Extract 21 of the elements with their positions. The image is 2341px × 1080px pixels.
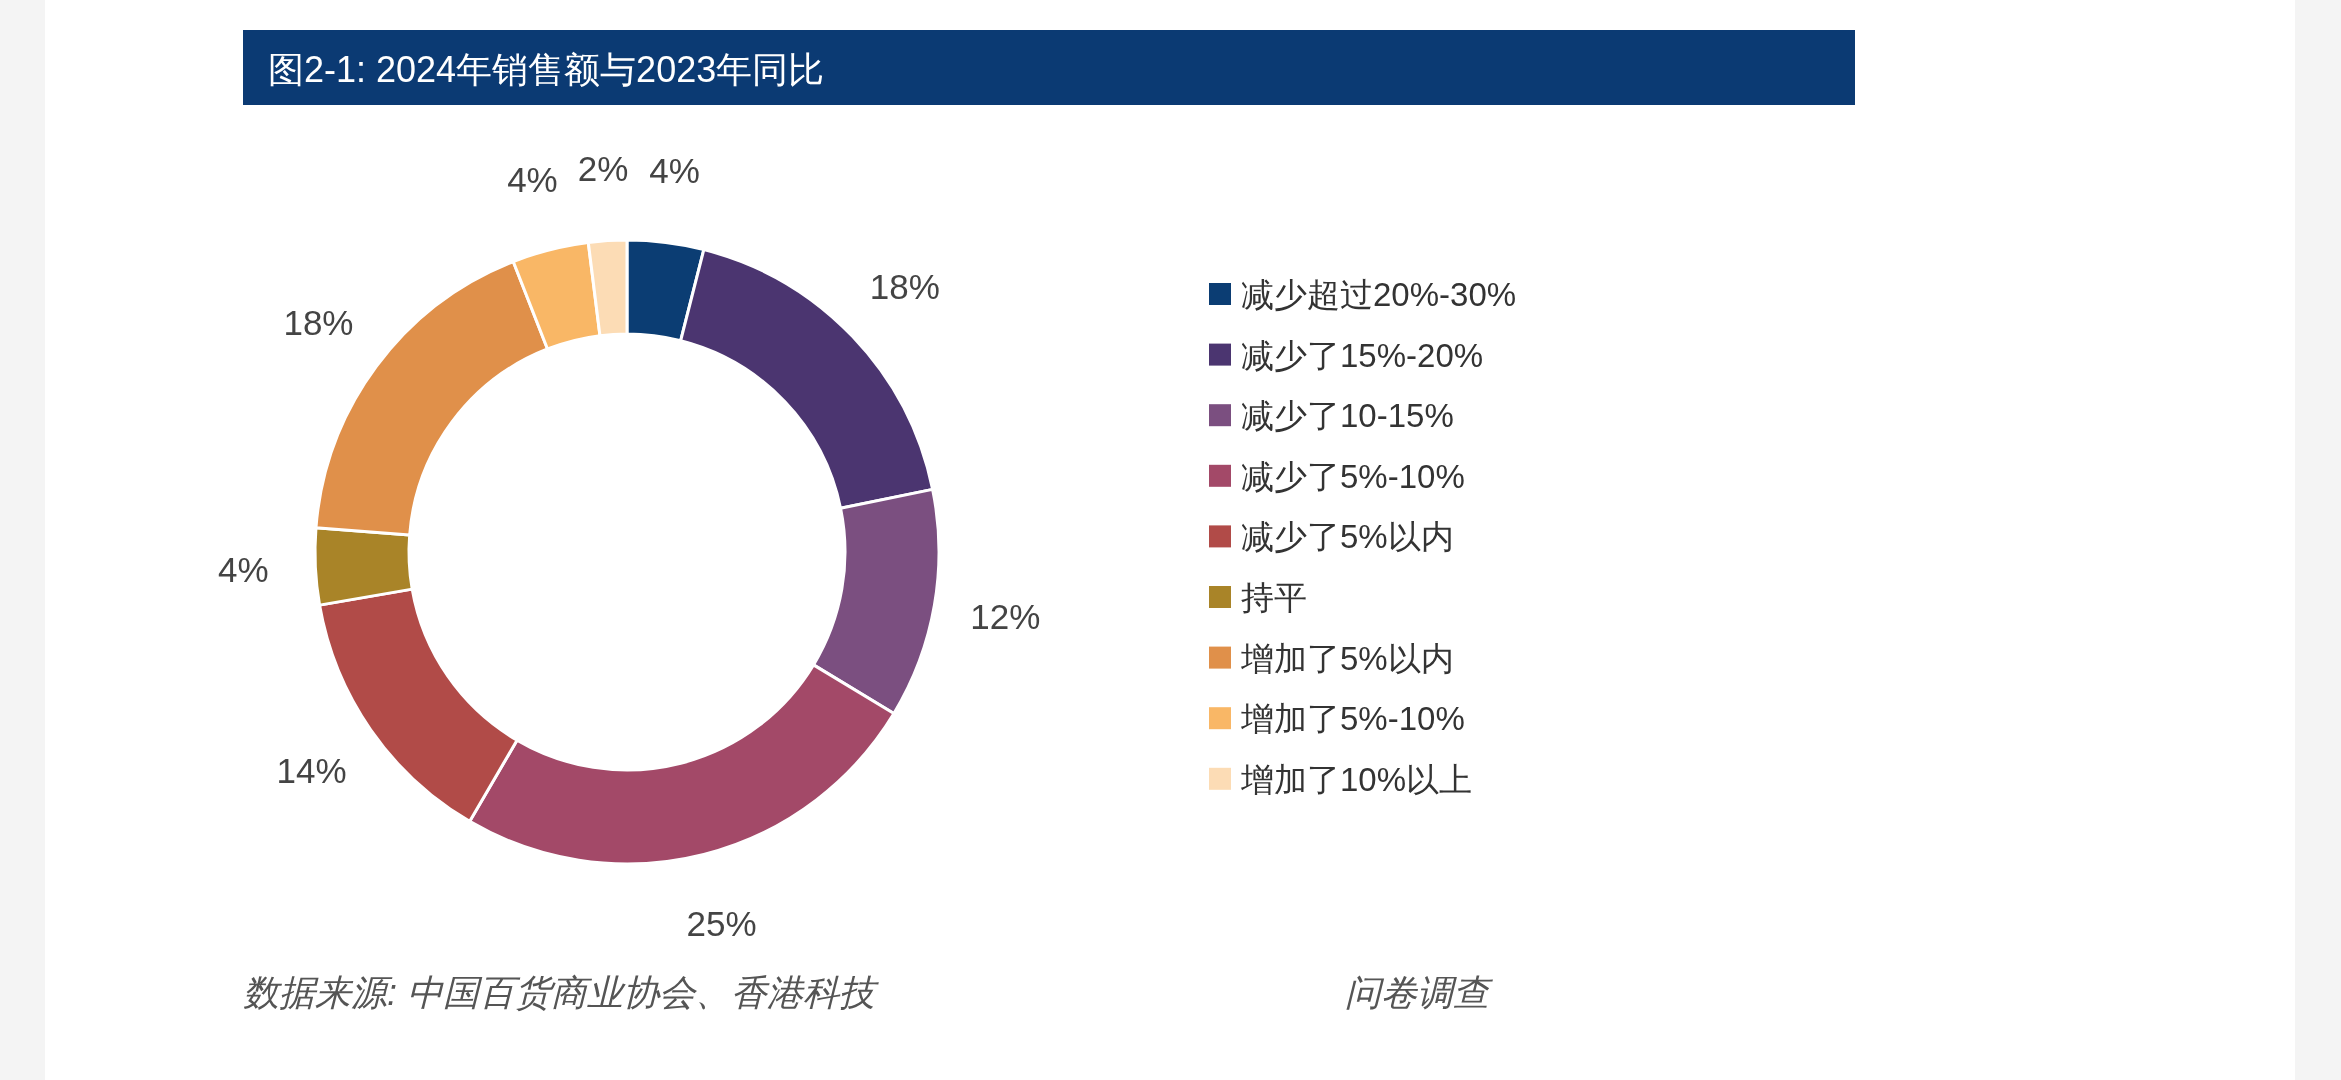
legend-label: 减少了5%-10% bbox=[1241, 457, 1465, 495]
legend-label: 增加了5%-10% bbox=[1240, 700, 1465, 738]
data-label: 2% bbox=[577, 148, 629, 188]
data-label: 4% bbox=[218, 549, 269, 589]
data-label: 12% bbox=[970, 597, 1041, 637]
data-label: 25% bbox=[686, 904, 757, 944]
legend-label: 减少超过20%-30% bbox=[1241, 276, 1517, 313]
source-note: 数据来源: 中国百货商业协会、香港科技 bbox=[243, 972, 879, 1013]
data-label: 18% bbox=[283, 303, 354, 343]
legend-label: 减少了10-15% bbox=[1241, 397, 1454, 435]
legend-label: 增加了5%以内 bbox=[1240, 639, 1454, 677]
data-label: 4% bbox=[507, 159, 558, 199]
data-label: 18% bbox=[869, 266, 940, 306]
legend-label: 减少了15%-20% bbox=[1241, 336, 1484, 374]
data-label: 4% bbox=[649, 150, 700, 190]
legend-label: 增加了10%以上 bbox=[1240, 760, 1473, 798]
data-label: 14% bbox=[276, 750, 347, 790]
legend-label: 减少了5%以内 bbox=[1241, 518, 1454, 556]
text: 问卷调查 bbox=[1345, 972, 1493, 1013]
chart-title: 图2-1: 2024年销售额与2023年同比 bbox=[268, 49, 825, 90]
legend-label: 持平 bbox=[1241, 579, 1307, 616]
